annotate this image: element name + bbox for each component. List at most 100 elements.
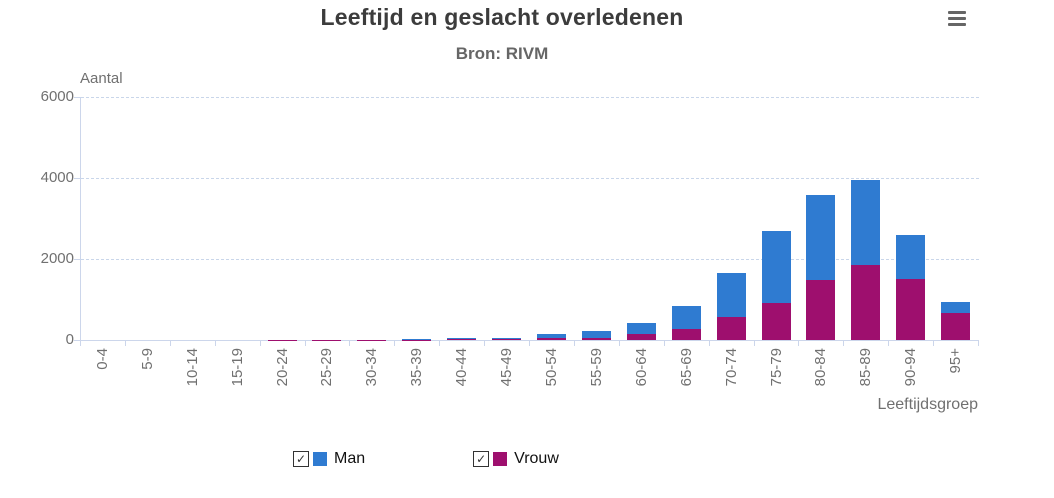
x-label-slot: 60-64 <box>619 348 664 386</box>
x-axis-title: Leeftijdsgroep <box>877 396 978 413</box>
bar-segment-man-40-44[interactable] <box>447 338 477 340</box>
bar-slot-60-64 <box>619 97 664 340</box>
x-axis-label-60-64: 60-64 <box>632 348 650 387</box>
x-label-slot: 30-34 <box>349 348 394 386</box>
hamburger-menu-icon[interactable] <box>946 9 974 35</box>
x-label-slot: 15-19 <box>215 348 260 386</box>
bar-segment-man-65-69[interactable] <box>671 306 701 330</box>
bar-45-49[interactable] <box>492 337 522 340</box>
bar-65-69[interactable] <box>671 306 701 340</box>
hamburger-bar <box>948 17 966 20</box>
x-label-slot: 95+ <box>933 348 978 386</box>
bar-75-79[interactable] <box>761 231 791 340</box>
legend-item-man[interactable]: ✓ Man <box>293 450 365 468</box>
bar-segment-man-80-84[interactable] <box>806 195 836 280</box>
bar-segment-vrouw-70-74[interactable] <box>716 316 746 340</box>
y-axis-tick <box>74 259 81 260</box>
legend-item-vrouw[interactable]: ✓ Vrouw <box>473 450 559 468</box>
bar-segment-man-95+[interactable] <box>941 301 971 313</box>
x-axis-label-35-39: 35-39 <box>408 348 426 387</box>
x-axis-tick <box>349 340 351 346</box>
bar-95+[interactable] <box>941 301 971 340</box>
y-axis-label-4000: 4000 <box>40 169 74 186</box>
bar-90-94[interactable] <box>896 235 926 340</box>
bar-slot-35-39 <box>394 97 439 340</box>
bar-slot-95+ <box>933 97 978 340</box>
bar-series-container <box>80 97 978 340</box>
y-axis-tick <box>74 97 81 98</box>
x-axis-label-50-54: 50-54 <box>543 348 561 387</box>
bar-slot-65-69 <box>664 97 709 340</box>
y-axis-label-2000: 2000 <box>40 250 74 267</box>
x-axis-tick <box>753 340 755 346</box>
bar-slot-40-44 <box>439 97 484 340</box>
bar-segment-vrouw-40-44[interactable] <box>447 339 477 340</box>
x-axis-label-65-69: 65-69 <box>677 348 695 387</box>
x-label-slot: 5-9 <box>125 348 170 386</box>
legend-checkbox-man[interactable]: ✓ <box>293 451 309 467</box>
x-axis-tick <box>618 340 620 346</box>
bar-85-89[interactable] <box>851 180 881 340</box>
bar-segment-vrouw-80-84[interactable] <box>806 279 836 340</box>
x-label-slot: 10-14 <box>170 348 215 386</box>
x-axis-tick <box>798 340 800 346</box>
x-axis-labels: 0-4 5-9 10-14 15-19 20-24 25-29 30-34 35-39 40-4… <box>80 348 978 386</box>
bar-slot-25-29 <box>305 97 350 340</box>
bar-slot-90-94 <box>888 97 933 340</box>
x-axis-label-30-34: 30-34 <box>363 348 381 387</box>
bar-segment-man-60-64[interactable] <box>626 322 656 335</box>
x-label-slot: 40-44 <box>439 348 484 386</box>
bar-55-59[interactable] <box>581 330 611 340</box>
x-axis-tick <box>888 340 890 346</box>
x-axis-label-15-19: 15-19 <box>228 348 246 387</box>
bar-80-84[interactable] <box>806 195 836 340</box>
bar-segment-vrouw-85-89[interactable] <box>851 265 881 340</box>
x-axis-label-95+: 95+ <box>947 348 965 374</box>
x-axis-label-0-4: 0-4 <box>93 348 111 370</box>
x-label-slot: 90-94 <box>888 348 933 386</box>
x-axis-tick <box>214 340 216 346</box>
chart-title: Leeftijd en geslacht overledenen <box>320 4 684 30</box>
bar-segment-man-75-79[interactable] <box>761 231 791 304</box>
bar-segment-man-85-89[interactable] <box>851 180 881 266</box>
x-axis-tick <box>439 340 441 346</box>
bar-segment-vrouw-50-54[interactable] <box>537 338 567 340</box>
bar-50-54[interactable] <box>537 334 567 340</box>
bar-35-39[interactable] <box>402 339 432 340</box>
legend-swatch-man <box>313 452 327 466</box>
bar-segment-man-55-59[interactable] <box>581 330 611 338</box>
x-label-slot: 70-74 <box>709 348 754 386</box>
x-axis-label-55-59: 55-59 <box>587 348 605 387</box>
legend-label-vrouw: Vrouw <box>514 450 559 467</box>
bar-segment-man-45-49[interactable] <box>492 337 522 340</box>
x-axis-tick <box>663 340 665 346</box>
x-axis-tick <box>933 340 935 346</box>
bar-segment-man-70-74[interactable] <box>716 272 746 317</box>
bar-segment-vrouw-95+[interactable] <box>941 312 971 340</box>
bar-segment-vrouw-60-64[interactable] <box>626 334 656 340</box>
bar-segment-vrouw-90-94[interactable] <box>896 278 926 340</box>
bar-slot-45-49 <box>484 97 529 340</box>
bar-70-74[interactable] <box>716 272 746 340</box>
legend-checkbox-vrouw[interactable]: ✓ <box>473 451 490 467</box>
bar-slot-85-89 <box>843 97 888 340</box>
bar-segment-vrouw-65-69[interactable] <box>671 329 701 340</box>
x-axis-label-90-94: 90-94 <box>902 348 920 387</box>
bar-slot-10-14 <box>170 97 215 340</box>
bar-segment-vrouw-55-59[interactable] <box>581 337 611 340</box>
bar-segment-vrouw-75-79[interactable] <box>761 303 791 340</box>
bar-segment-man-50-54[interactable] <box>537 334 567 339</box>
x-axis-label-20-24: 20-24 <box>273 348 291 387</box>
bar-60-64[interactable] <box>626 322 656 340</box>
x-axis-label-25-29: 25-29 <box>318 348 336 387</box>
x-axis-label-75-79: 75-79 <box>767 348 785 387</box>
x-label-slot: 80-84 <box>799 348 844 386</box>
chart-subtitle: Bron: RIVM <box>455 44 549 63</box>
x-axis-tick <box>573 340 575 346</box>
bar-segment-vrouw-45-49[interactable] <box>492 339 522 340</box>
x-label-slot: 35-39 <box>394 348 439 386</box>
bar-segment-man-90-94[interactable] <box>896 235 926 279</box>
y-axis-label-6000: 6000 <box>40 88 74 105</box>
bar-40-44[interactable] <box>447 338 477 340</box>
